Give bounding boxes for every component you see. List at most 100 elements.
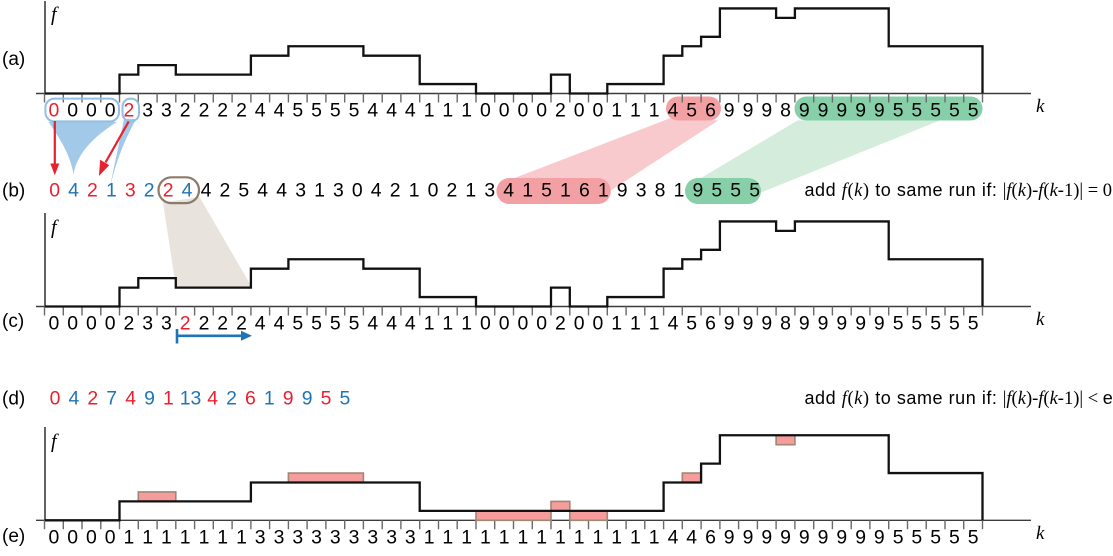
svg-text:3: 3 [295, 180, 306, 202]
svg-text:0: 0 [593, 313, 604, 335]
svg-text:8: 8 [780, 313, 791, 335]
svg-text:2: 2 [390, 180, 401, 202]
svg-text:1: 1 [649, 100, 660, 122]
svg-text:2: 2 [124, 100, 135, 122]
svg-text:1: 1 [555, 526, 566, 548]
svg-text:(c): (c) [2, 311, 24, 332]
svg-text:5: 5 [311, 100, 322, 122]
svg-text:1: 1 [124, 526, 135, 548]
svg-text:9: 9 [799, 526, 810, 548]
svg-text:2: 2 [87, 180, 98, 202]
svg-text:0: 0 [50, 388, 61, 410]
svg-text:0: 0 [86, 100, 97, 122]
svg-text:5: 5 [930, 313, 941, 335]
svg-text:4: 4 [386, 100, 397, 122]
svg-text:0: 0 [593, 100, 604, 122]
svg-text:4: 4 [668, 526, 679, 548]
svg-text:1: 1 [180, 526, 191, 548]
svg-text:9: 9 [855, 100, 866, 122]
svg-text:5: 5 [949, 526, 960, 548]
svg-text:4: 4 [255, 313, 266, 335]
svg-text:5: 5 [930, 526, 941, 548]
svg-text:9: 9 [743, 100, 754, 122]
svg-text:1: 1 [611, 313, 622, 335]
svg-text:0: 0 [105, 100, 116, 122]
svg-text:0: 0 [536, 313, 547, 335]
svg-text:1: 1 [522, 180, 533, 202]
svg-text:1: 1 [574, 526, 585, 548]
svg-text:8: 8 [780, 100, 791, 122]
svg-text:9: 9 [724, 313, 735, 335]
svg-text:0: 0 [499, 313, 510, 335]
svg-text:5: 5 [330, 100, 341, 122]
svg-text:k: k [1036, 96, 1045, 117]
svg-text:9: 9 [283, 388, 294, 410]
svg-text:4: 4 [686, 526, 697, 548]
svg-text:9: 9 [818, 526, 829, 548]
svg-text:5: 5 [711, 180, 722, 202]
svg-text:9: 9 [836, 313, 847, 335]
svg-text:3: 3 [330, 526, 341, 548]
svg-text:3: 3 [333, 180, 344, 202]
svg-text:4: 4 [125, 388, 136, 410]
svg-text:0: 0 [480, 313, 491, 335]
svg-text:0: 0 [49, 526, 60, 548]
svg-text:0: 0 [67, 100, 78, 122]
svg-text:0: 0 [536, 100, 547, 122]
svg-text:2: 2 [555, 313, 566, 335]
svg-text:2: 2 [124, 313, 135, 335]
svg-text:f: f [51, 431, 59, 453]
svg-text:0: 0 [518, 313, 529, 335]
svg-text:f: f [51, 217, 59, 239]
svg-text:4: 4 [274, 313, 285, 335]
svg-text:1: 1 [442, 100, 453, 122]
svg-text:6: 6 [705, 526, 716, 548]
svg-text:3: 3 [292, 526, 303, 548]
svg-text:k: k [1036, 523, 1045, 544]
svg-text:9: 9 [799, 313, 810, 335]
svg-text:|f(k)-f(k-1)| = 0: |f(k)-f(k-1)| = 0 [1003, 181, 1112, 201]
svg-text:6: 6 [245, 388, 256, 410]
svg-text:4: 4 [182, 180, 193, 202]
svg-text:9: 9 [818, 100, 829, 122]
svg-text:5: 5 [349, 100, 360, 122]
svg-text:0: 0 [49, 100, 60, 122]
svg-text:1: 1 [264, 388, 275, 410]
svg-text:2: 2 [163, 180, 174, 202]
svg-text:1: 1 [649, 526, 660, 548]
svg-text:1: 1 [611, 526, 622, 548]
svg-text:3: 3 [161, 313, 172, 335]
svg-text:6: 6 [705, 100, 716, 122]
svg-text:0: 0 [499, 100, 510, 122]
svg-text:9: 9 [761, 100, 772, 122]
svg-text:3: 3 [484, 180, 495, 202]
svg-text:1: 1 [536, 526, 547, 548]
svg-text:9: 9 [855, 526, 866, 548]
svg-text:2: 2 [144, 180, 155, 202]
svg-text:1: 1 [161, 526, 172, 548]
svg-text:2: 2 [199, 313, 210, 335]
svg-text:5: 5 [968, 100, 979, 122]
svg-text:9: 9 [818, 313, 829, 335]
svg-text:9: 9 [874, 313, 885, 335]
svg-text:5: 5 [893, 313, 904, 335]
svg-text:9: 9 [693, 180, 704, 202]
svg-text:1: 1 [236, 526, 247, 548]
svg-text:1: 1 [630, 313, 641, 335]
svg-text:8: 8 [655, 180, 666, 202]
svg-text:(e): (e) [2, 526, 25, 547]
svg-text:4: 4 [668, 100, 679, 122]
svg-text:9: 9 [836, 526, 847, 548]
svg-text:3: 3 [125, 180, 136, 202]
svg-text:4: 4 [255, 100, 266, 122]
svg-text:3: 3 [311, 526, 322, 548]
svg-text:4: 4 [386, 313, 397, 335]
svg-text:5: 5 [292, 100, 303, 122]
svg-text:2: 2 [447, 180, 458, 202]
svg-text:2: 2 [87, 388, 98, 410]
svg-text:5: 5 [330, 313, 341, 335]
svg-text:9: 9 [144, 388, 155, 410]
svg-text:2: 2 [236, 313, 247, 335]
svg-text:9: 9 [836, 100, 847, 122]
svg-text:4: 4 [201, 180, 212, 202]
